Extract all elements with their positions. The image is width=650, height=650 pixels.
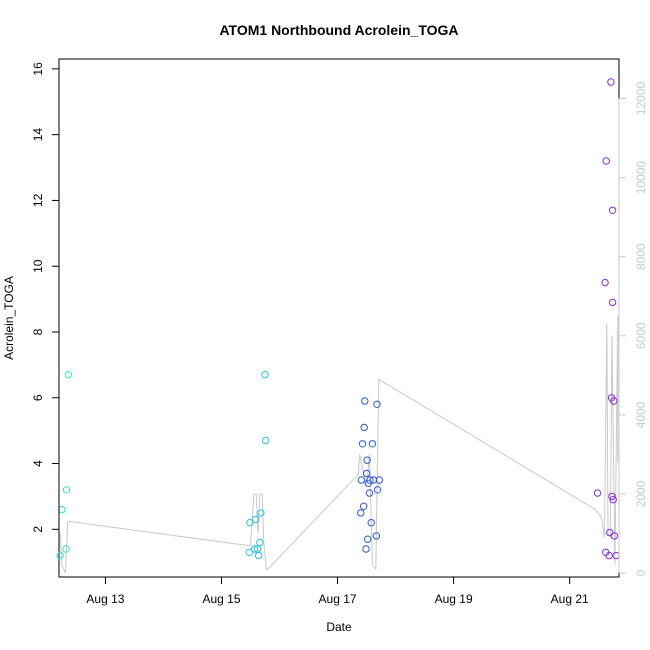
x-tick-label: Aug 15 <box>202 592 240 606</box>
data-point <box>361 397 369 405</box>
data-point <box>250 545 259 553</box>
data-point <box>261 436 270 445</box>
y-tick-label: 10 <box>31 259 45 273</box>
data-point <box>610 397 618 405</box>
data-point <box>245 548 254 556</box>
x-axis: Aug 13 Aug 15 Aug 17 Aug 19 Aug 21 <box>86 576 589 606</box>
y-axis-right: 0 2000 4000 6000 8000 10000 12000 <box>618 81 648 576</box>
x-tick-label: Aug 17 <box>319 592 357 606</box>
data-point <box>593 489 602 497</box>
y2-tick-label: 8000 <box>634 243 648 270</box>
y2-tick-label: 4000 <box>634 401 648 428</box>
data-point <box>608 206 617 215</box>
chart-title: ATOM1 Northbound Acrolein_TOGA <box>219 22 458 38</box>
data-point <box>357 476 365 484</box>
y2-tick-label: 0 <box>634 569 648 576</box>
data-point <box>375 476 383 484</box>
x-tick-label: Aug 13 <box>86 592 124 606</box>
data-point <box>609 496 617 504</box>
data-point <box>256 538 264 547</box>
data-point <box>246 519 254 527</box>
data-point <box>602 157 610 165</box>
y-tick-label: 14 <box>31 128 45 142</box>
y2-tick-label: 6000 <box>634 322 648 349</box>
data-point <box>606 528 614 537</box>
data-point <box>612 551 620 560</box>
data-point <box>608 298 617 307</box>
altitude-line <box>59 315 619 574</box>
data-point <box>363 456 371 464</box>
data-point <box>257 509 265 517</box>
data-point <box>373 486 382 494</box>
data-point <box>601 278 609 287</box>
data-point <box>373 400 381 408</box>
data-point <box>62 545 70 553</box>
data-point <box>367 519 375 527</box>
data-point <box>605 551 613 560</box>
data-point <box>362 545 370 553</box>
y-tick-label: 6 <box>31 394 45 401</box>
y-axis-left: 2 4 6 8 10 12 14 16 <box>31 62 60 533</box>
data-point <box>252 515 260 524</box>
data-point <box>608 492 616 501</box>
data-point <box>254 551 263 560</box>
data-point <box>369 476 378 484</box>
y-tick-label: 2 <box>31 526 45 533</box>
data-point <box>357 509 365 517</box>
x-tick-label: Aug 21 <box>551 592 589 606</box>
data-point <box>607 78 615 86</box>
data-point <box>610 532 619 540</box>
y-tick-label: 4 <box>31 460 45 467</box>
data-point <box>362 469 371 478</box>
y-tick-label: 16 <box>31 62 45 76</box>
data-point <box>56 551 64 560</box>
y-tick-label: 8 <box>31 328 45 335</box>
y2-tick-label: 2000 <box>634 480 648 507</box>
data-point <box>365 489 374 497</box>
data-point <box>364 535 372 543</box>
y-tick-label: 12 <box>31 193 45 207</box>
altitude-line-group <box>59 315 619 574</box>
data-point <box>62 486 71 494</box>
x-tick-label: Aug 19 <box>435 592 473 606</box>
data-point <box>360 423 368 432</box>
y2-tick-label: 12000 <box>634 81 648 115</box>
data-point <box>372 532 381 540</box>
data-point <box>360 502 368 510</box>
x-axis-label: Date <box>326 620 352 634</box>
data-point <box>64 371 73 379</box>
data-points-group <box>56 78 620 560</box>
data-point <box>261 371 269 379</box>
data-point <box>58 505 66 514</box>
y-axis-label: Acrolein_TOGA <box>2 276 16 360</box>
y2-tick-label: 10000 <box>634 161 648 195</box>
plot-frame <box>58 58 620 578</box>
data-point <box>358 440 367 448</box>
data-point <box>366 476 374 484</box>
plot-border <box>58 58 620 578</box>
data-point <box>368 440 377 448</box>
